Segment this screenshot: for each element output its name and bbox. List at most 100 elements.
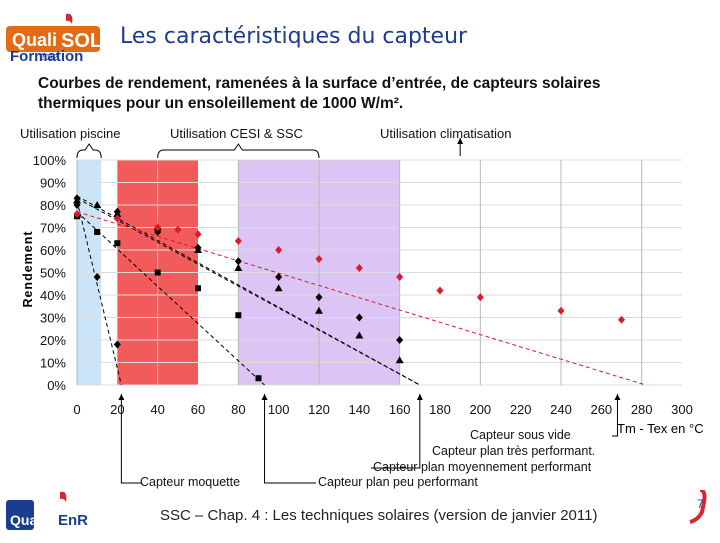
page-number: 7 bbox=[697, 497, 704, 511]
bracket-cesi bbox=[157, 143, 320, 159]
x-tick-label: 180 bbox=[429, 402, 451, 417]
x-tick-label: 100 bbox=[268, 402, 290, 417]
annotation-moyennement: Capteur plan moyennement performant bbox=[373, 460, 592, 474]
chart-subtitle: Courbes de rendement, ramenées à la surf… bbox=[38, 74, 678, 114]
x-tick-label: 60 bbox=[191, 402, 205, 417]
annotation-peu-performant: Capteur plan peu performant bbox=[318, 475, 478, 489]
data-point-triangle bbox=[274, 284, 283, 292]
y-tick-label: 20% bbox=[40, 333, 66, 348]
x-tick-label: 220 bbox=[510, 402, 532, 417]
data-point-diamond bbox=[154, 223, 162, 232]
data-point-diamond bbox=[355, 313, 363, 322]
logo-sol: SOL bbox=[61, 30, 102, 52]
annotation-tres-performant: Capteur plan très performant. bbox=[432, 444, 596, 458]
data-point-diamond bbox=[275, 246, 283, 254]
page-number-badge bbox=[688, 488, 712, 524]
x-tick-label: 0 bbox=[73, 402, 80, 417]
callout-moyennement-head bbox=[416, 394, 423, 400]
data-point-triangle bbox=[395, 356, 404, 364]
logo-year: 2012 bbox=[40, 53, 58, 62]
y-tick-label: 70% bbox=[40, 221, 66, 236]
x-tick-label: 160 bbox=[389, 402, 411, 417]
data-point-diamond bbox=[436, 286, 444, 295]
arrowhead-climatisation bbox=[457, 138, 464, 144]
data-point-diamond bbox=[234, 237, 242, 245]
x-tick-label: 20 bbox=[110, 402, 124, 417]
x-tick-label: 240 bbox=[550, 402, 572, 417]
data-point-square bbox=[114, 240, 121, 247]
callout-peu-performant bbox=[264, 394, 316, 484]
data-point-diamond bbox=[315, 255, 323, 263]
data-point-diamond bbox=[194, 230, 202, 239]
callout-moyennement bbox=[371, 394, 421, 469]
x-tick-label: 80 bbox=[231, 402, 245, 417]
subtitle-line-2: thermiques pour un ensoleillement de 100… bbox=[38, 95, 404, 112]
y-tick-label: 10% bbox=[40, 356, 66, 371]
logo-swoosh-icon bbox=[66, 13, 73, 24]
data-point-diamond bbox=[275, 273, 283, 281]
trend-line bbox=[76, 211, 265, 386]
region-brackets bbox=[76, 138, 464, 159]
footer-logo-swoosh-icon bbox=[60, 491, 67, 502]
data-point-diamond bbox=[73, 194, 81, 203]
y-tick-label: 40% bbox=[40, 288, 66, 303]
callout-peu-performant-head bbox=[261, 394, 268, 400]
data-point-square bbox=[235, 312, 242, 319]
logo-word: Quali bbox=[12, 30, 57, 50]
data-point-diamond bbox=[355, 264, 363, 272]
data-point-diamond bbox=[234, 257, 242, 266]
y-tick-label: 30% bbox=[40, 311, 66, 326]
trend-line bbox=[76, 195, 421, 386]
x-tick-label: 40 bbox=[150, 402, 164, 417]
footer-logo-word: Qualit bbox=[10, 512, 50, 528]
trend-line bbox=[76, 211, 646, 386]
data-point-square bbox=[154, 269, 161, 276]
x-tick-label: 300 bbox=[671, 402, 693, 417]
x-tick-label: 120 bbox=[308, 402, 330, 417]
page-swoosh-icon bbox=[689, 488, 707, 524]
data-point-triangle bbox=[315, 306, 323, 314]
callout-sous-vide bbox=[612, 394, 618, 437]
data-point-diamond bbox=[194, 243, 202, 252]
data-point-square bbox=[255, 375, 262, 382]
data-point-triangle bbox=[93, 201, 102, 208]
callout-moquette bbox=[120, 394, 142, 484]
data-point-triangle bbox=[234, 264, 243, 271]
region-label-piscine: Utilisation piscine bbox=[20, 126, 121, 141]
annotation-sous-vide: Capteur sous vide bbox=[470, 428, 571, 442]
data-point-diamond bbox=[476, 293, 484, 302]
data-point-square bbox=[195, 285, 201, 292]
y-tick-label: 50% bbox=[40, 266, 66, 281]
page-title: Les caractéristiques du capteur bbox=[120, 24, 468, 49]
qualisol-logo: Quali SOL 2012 bbox=[4, 8, 114, 68]
data-point-diamond bbox=[154, 228, 162, 236]
callout-sous-vide-head bbox=[614, 394, 621, 400]
annotation-moquette: Capteur moquette bbox=[140, 475, 241, 489]
y-tick-label: 80% bbox=[40, 198, 66, 213]
x-tick-label: 200 bbox=[469, 402, 491, 417]
data-point-diamond bbox=[174, 225, 182, 234]
data-point-diamond bbox=[113, 214, 121, 223]
bracket-piscine bbox=[76, 143, 102, 159]
region-label-cesi: Utilisation CESI & SSC bbox=[170, 126, 303, 141]
data-point-diamond bbox=[73, 210, 81, 218]
data-point-diamond bbox=[618, 315, 625, 324]
y-tick-label: 100% bbox=[33, 153, 67, 168]
data-point-diamond bbox=[396, 336, 404, 344]
x-tick-label: 140 bbox=[348, 402, 370, 417]
qualitenr-logo: Qualit EnR bbox=[4, 488, 104, 538]
data-point-diamond bbox=[113, 340, 121, 349]
formation-label: Formation bbox=[10, 48, 84, 65]
x-tick-label: 260 bbox=[590, 402, 612, 417]
data-point-diamond bbox=[93, 273, 101, 281]
y-tick-label: 60% bbox=[40, 243, 66, 258]
footer-logo-enr: EnR bbox=[58, 512, 88, 529]
data-point-diamond bbox=[113, 207, 121, 216]
y-tick-label: 0% bbox=[47, 378, 66, 393]
data-point-diamond bbox=[315, 293, 323, 302]
subtitle-line-1: Courbes de rendement, ramenées à la surf… bbox=[38, 75, 601, 92]
trend-line bbox=[76, 200, 122, 386]
data-point-diamond bbox=[557, 306, 565, 315]
data-point-triangle bbox=[355, 331, 364, 339]
